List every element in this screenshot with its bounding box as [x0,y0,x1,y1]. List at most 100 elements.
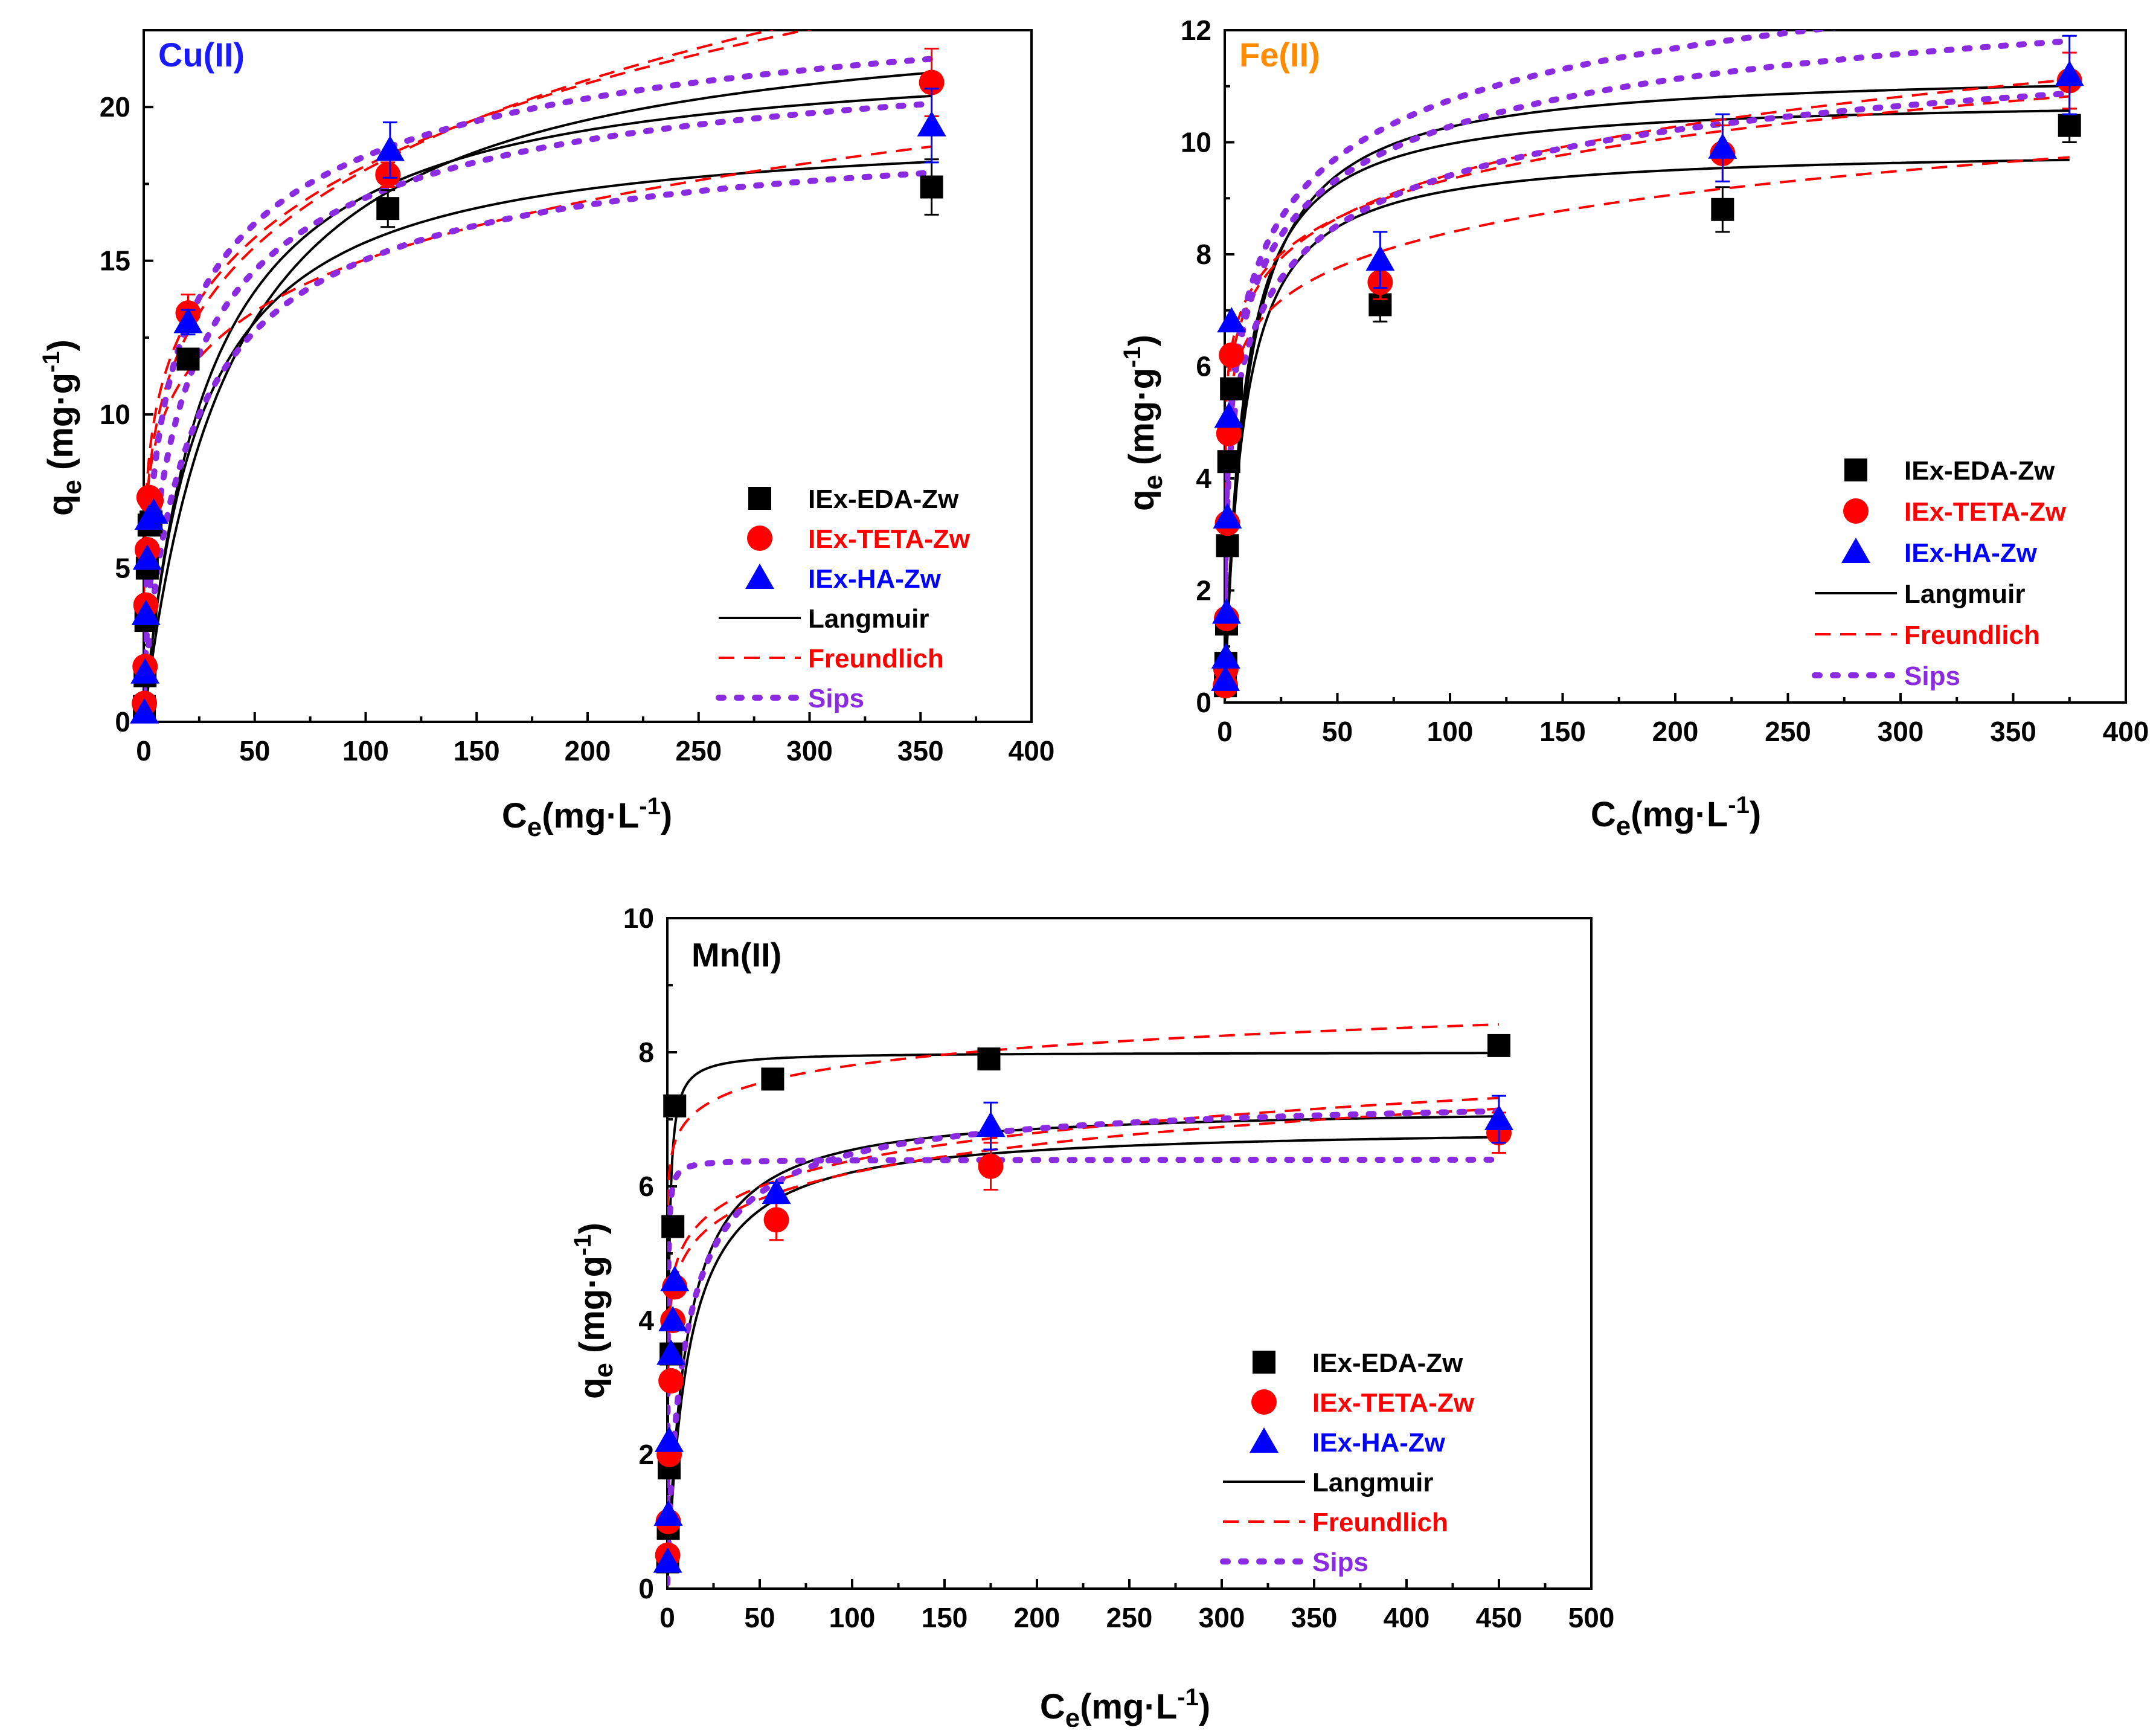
x-tick-label: 150 [454,735,500,767]
x-tick-label: 200 [1014,1602,1060,1633]
data-point-triangle [658,1306,688,1331]
fit-curve-freundlich [1225,95,2070,478]
chart-title: Mn(II) [691,936,781,974]
y-tick-label: 2 [1196,575,1211,606]
data-point-triangle [1211,598,1241,624]
x-axis-title-part: ) [1750,795,1761,834]
fit-curve-langmuir [1225,109,2070,699]
data-point-square [1217,450,1240,474]
x-tick-label: 150 [1539,716,1586,747]
legend-marker-square [1844,458,1867,481]
data-point-triangle [1708,133,1737,159]
legend-label: IEx-HA-Zw [1312,1428,1446,1458]
y-tick-label: 8 [1196,239,1211,270]
x-axis-title-part: C [1040,1687,1065,1726]
y-tick-label: 4 [1196,463,1211,494]
data-point-circle [375,162,401,188]
x-axis-title-part: ) [661,796,672,835]
y-axis-title-part: (mg·g [41,373,80,480]
fit-curve-sips [144,56,935,696]
x-tick-label: 250 [1106,1602,1153,1633]
data-point-square [1487,1034,1510,1057]
data-point-square [663,1094,687,1117]
chart-panel-mn: 0 50 100 150 200 250 300 350 400 450 500 0 2 4 6 8 10 qe … [531,870,1619,1730]
data-point-triangle [656,1339,686,1365]
fit-curve-sips [667,1108,1502,1586]
x-tick-label: 400 [1009,735,1055,767]
x-tick-label: 250 [1765,716,1811,747]
fit-curve-langmuir [667,1052,1499,1551]
data-point-triangle [660,1265,690,1291]
fit-curve-freundlich [667,1096,1500,1374]
chart-mn: 0 50 100 150 200 250 300 350 400 450 500 0 2 4 6 8 10 qe … [569,902,1614,1730]
y-tick-label: 15 [100,245,130,277]
data-point-square [1711,198,1734,221]
fit-curve-langmuir [667,1136,1500,1587]
fit-curve-langmuir [144,94,932,721]
x-tick-label: 100 [829,1602,876,1633]
y-axis-title-part: (mg·g [573,1256,612,1363]
fit-curve-freundlich [667,1023,1500,1231]
y-axis-title-part: -1 [1119,346,1146,368]
x-axis-title: Ce(mg·L-1) [502,793,672,842]
legend-marker-triangle [1250,1427,1279,1453]
y-axis-title-part: q [1122,490,1161,511]
y-tick-label: 0 [115,706,130,738]
chart-panel-cu: 0 50 100 150 200 250 300 350 400 0 5 10 15 20 qe (mg·g… [0,0,1081,858]
data-point-square [977,1047,1001,1071]
x-axis-title-part: (mg·L [1631,795,1728,834]
data-point-triangle [139,498,168,524]
x-axis-title-part: (mg·L [542,796,639,835]
y-axis-title-part: ) [41,339,80,351]
legend-label: Freundlich [1904,620,2040,650]
data-point-circle [978,1153,1004,1179]
y-tick-label: 6 [1196,351,1211,382]
y-axis-title: qe (mg·g-1) [569,1223,618,1399]
x-tick-label: 350 [897,735,944,767]
data-point-triangle [1214,402,1243,428]
y-tick-label: 0 [638,1573,654,1604]
x-tick-label: 0 [136,735,152,767]
legend-label: IEx-TETA-Zw [1312,1388,1475,1418]
data-point-circle [658,1368,684,1394]
x-axis-title-part: C [502,796,527,835]
data-point-square [920,175,943,199]
legend-marker-circle [747,526,772,551]
fit-curve-sips [1225,90,2073,636]
chart-title: Cu(II) [158,36,245,74]
y-axis-title-part: e [589,1363,618,1377]
x-tick-label: 350 [1291,1602,1338,1633]
fit-curve-sips [144,170,935,721]
y-axis-title-part: q [41,495,80,516]
x-tick-label: 200 [1652,716,1699,747]
data-point-square [2058,114,2081,137]
fit-curve-freundlich [1225,156,2070,503]
y-axis-title-part: e [1138,475,1168,489]
x-tick-label: 100 [342,735,389,767]
legend-marker-square [748,487,771,510]
x-tick-label: 300 [1199,1602,1245,1633]
x-tick-label: 50 [744,1602,775,1633]
legend-marker-triangle [1841,538,1870,563]
x-tick-label: 300 [1878,716,1924,747]
y-axis-title-part: -1 [569,1234,596,1256]
y-tick-label: 5 [115,553,130,584]
data-point-square [1216,534,1239,558]
x-tick-label: 50 [239,735,270,767]
data-point-triangle [653,1500,683,1526]
legend-label: Freundlich [1312,1508,1448,1537]
x-tick-label: 300 [786,735,833,767]
y-tick-label: 2 [638,1439,654,1470]
data-point-square [761,1067,784,1091]
fit-curve-freundlich [144,30,811,600]
data-point-triangle [131,599,161,625]
x-axis-title: Ce(mg·L-1) [1040,1684,1210,1727]
x-axis-title-part: -1 [1728,792,1750,818]
chart-panel-fe: 0 50 100 150 200 250 300 350 400 0 2 4 6 8 10 12 qe (mg·… [1081,0,2156,858]
data-point-square [376,197,400,220]
legend-marker-triangle [745,564,774,589]
legend-label: IEx-HA-Zw [1904,538,2038,568]
data-point-square [176,347,200,371]
x-axis-title-part: e [1065,1703,1080,1727]
